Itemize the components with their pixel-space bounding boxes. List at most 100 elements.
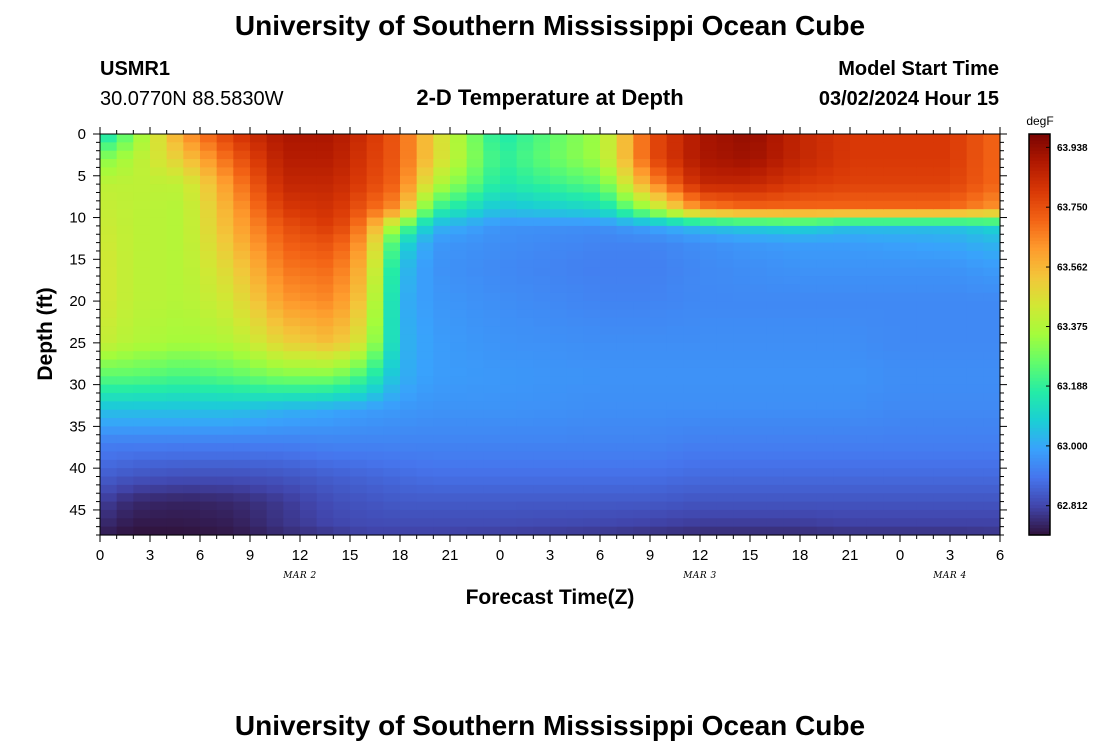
heatmap-cell (633, 250, 651, 260)
heatmap-cell (866, 342, 884, 352)
heatmap-cell (133, 184, 151, 194)
heatmap-cell (833, 242, 851, 252)
heatmap-cell (783, 250, 801, 260)
heatmap-cell (383, 359, 401, 369)
heatmap-cell (916, 267, 934, 277)
heatmap-cell (133, 167, 151, 177)
heatmap-cell (400, 351, 418, 361)
heatmap-cell (683, 276, 701, 285)
heatmap-cell (500, 301, 518, 311)
heatmap-cell (650, 409, 668, 419)
heatmap-cell (750, 301, 768, 311)
heatmap-cell (166, 359, 184, 369)
heatmap-cell (383, 134, 401, 143)
heatmap-cell (466, 242, 484, 252)
heatmap-cell (300, 175, 318, 185)
colorbar-segment (1029, 187, 1050, 192)
heatmap-cell (883, 276, 901, 285)
heatmap-cell (500, 284, 518, 294)
heatmap-cell (783, 484, 801, 494)
heatmap-cell (116, 367, 134, 377)
heatmap-cell (466, 150, 484, 160)
heatmap-cell (833, 292, 851, 302)
heatmap-cell (383, 334, 401, 344)
heatmap-cell (833, 418, 851, 427)
heatmap-cell (533, 301, 551, 311)
heatmap-cell (783, 459, 801, 469)
heatmap-cell (416, 526, 434, 536)
heatmap-cell (416, 200, 434, 210)
heatmap-cell (100, 426, 118, 436)
heatmap-cell (533, 376, 551, 386)
heatmap-cell (483, 359, 501, 369)
heatmap-cell (883, 192, 901, 202)
heatmap-cell (166, 443, 184, 453)
heatmap-cell (933, 142, 951, 152)
heatmap-cell (950, 259, 968, 269)
date-label: MAR 2 (282, 571, 317, 581)
heatmap-cell (283, 401, 301, 411)
heatmap-cell (650, 167, 668, 177)
heatmap-cell (183, 234, 201, 244)
heatmap-cell (533, 317, 551, 327)
heatmap-cell (116, 351, 134, 361)
heatmap-cell (550, 443, 568, 453)
heatmap-cell (816, 150, 834, 160)
heatmap-cell (616, 301, 634, 311)
heatmap-cell (166, 509, 184, 519)
heatmap-cell (616, 351, 634, 361)
heatmap-cell (566, 209, 584, 219)
heatmap-cell (750, 501, 768, 511)
heatmap-cell (366, 242, 384, 252)
heatmap-cell (150, 184, 168, 194)
heatmap-cell (366, 434, 384, 444)
colorbar-segment (1029, 260, 1050, 265)
colorbar-segment (1029, 424, 1050, 429)
heatmap-cell (300, 184, 318, 194)
heatmap-cell (666, 167, 684, 177)
colorbar-segment (1029, 247, 1050, 252)
heatmap-cell (516, 392, 534, 402)
heatmap-cell (983, 493, 1001, 503)
heatmap-cell (450, 334, 468, 344)
heatmap-cell (366, 167, 384, 177)
heatmap-cell (750, 484, 768, 494)
heatmap-cell (400, 259, 418, 269)
heatmap-cell (900, 134, 918, 143)
heatmap-cell (733, 392, 751, 402)
heatmap-cell (216, 468, 234, 478)
heatmap-cell (566, 150, 584, 160)
heatmap-cell (250, 292, 268, 302)
heatmap-cell (116, 326, 134, 336)
heatmap-cell (483, 334, 501, 344)
heatmap-cell (516, 225, 534, 235)
heatmap-cell (450, 484, 468, 494)
heatmap-cell (650, 493, 668, 503)
heatmap-cell (933, 259, 951, 269)
heatmap-cell (400, 292, 418, 302)
heatmap-cell (150, 167, 168, 177)
heatmap-cell (883, 518, 901, 528)
heatmap-cell (166, 192, 184, 202)
heatmap-cell (433, 451, 451, 461)
heatmap-cell (683, 342, 701, 352)
heatmap-cell (450, 200, 468, 210)
heatmap-cell (816, 392, 834, 402)
heatmap-cell (450, 134, 468, 143)
heatmap-cell (800, 159, 818, 169)
heatmap-cell (900, 334, 918, 344)
heatmap-cell (983, 443, 1001, 453)
heatmap-cell (900, 167, 918, 177)
heatmap-cell (966, 367, 984, 377)
heatmap-cell (216, 509, 234, 519)
heatmap-cell (250, 526, 268, 536)
heatmap-cell (333, 334, 351, 344)
heatmap-cell (350, 276, 368, 285)
heatmap-cell (500, 334, 518, 344)
heatmap-cell (933, 217, 951, 227)
heatmap-cell (683, 192, 701, 202)
heatmap-cell (866, 292, 884, 302)
heatmap-cell (200, 392, 218, 402)
heatmap-cell (583, 434, 601, 444)
heatmap-cell (716, 451, 734, 461)
